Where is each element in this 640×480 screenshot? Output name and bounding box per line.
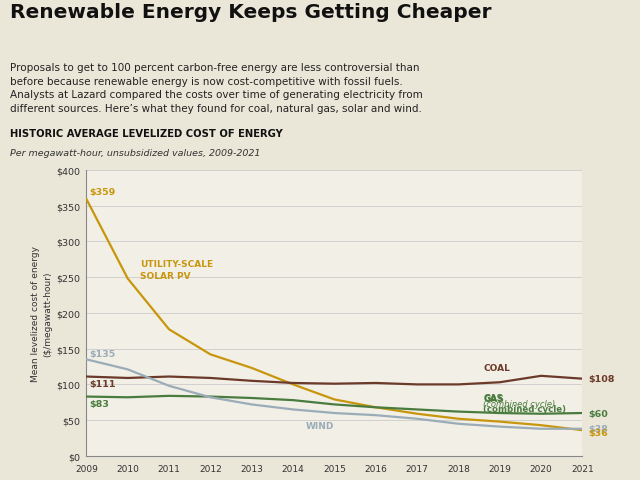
Y-axis label: Mean levelized cost of energy
($/megawatt-hour): Mean levelized cost of energy ($/megawat… xyxy=(31,245,52,381)
Text: $83: $83 xyxy=(90,399,109,408)
Text: GAS
(combined cycle): GAS (combined cycle) xyxy=(483,393,566,413)
Text: COAL: COAL xyxy=(483,363,510,372)
Text: $111: $111 xyxy=(90,380,116,389)
Text: $60: $60 xyxy=(589,408,609,418)
Text: Per megawatt-hour, unsubsidized values, 2009-2021: Per megawatt-hour, unsubsidized values, … xyxy=(10,149,260,158)
Text: $359: $359 xyxy=(90,188,116,197)
Text: $108: $108 xyxy=(589,374,615,384)
Text: Proposals to get to 100 percent carbon-free energy are less controversial than
b: Proposals to get to 100 percent carbon-f… xyxy=(10,63,422,114)
Text: UTILITY-SCALE
SOLAR PV: UTILITY-SCALE SOLAR PV xyxy=(140,260,213,280)
Text: $36: $36 xyxy=(589,428,609,437)
Text: WIND: WIND xyxy=(305,421,334,430)
Text: (combined cycle): (combined cycle) xyxy=(483,399,556,408)
Text: $135: $135 xyxy=(90,349,116,358)
Text: GAS: GAS xyxy=(483,394,504,403)
Text: $38: $38 xyxy=(589,424,609,433)
Text: Renewable Energy Keeps Getting Cheaper: Renewable Energy Keeps Getting Cheaper xyxy=(10,3,491,22)
Text: HISTORIC AVERAGE LEVELIZED COST OF ENERGY: HISTORIC AVERAGE LEVELIZED COST OF ENERG… xyxy=(10,129,282,139)
